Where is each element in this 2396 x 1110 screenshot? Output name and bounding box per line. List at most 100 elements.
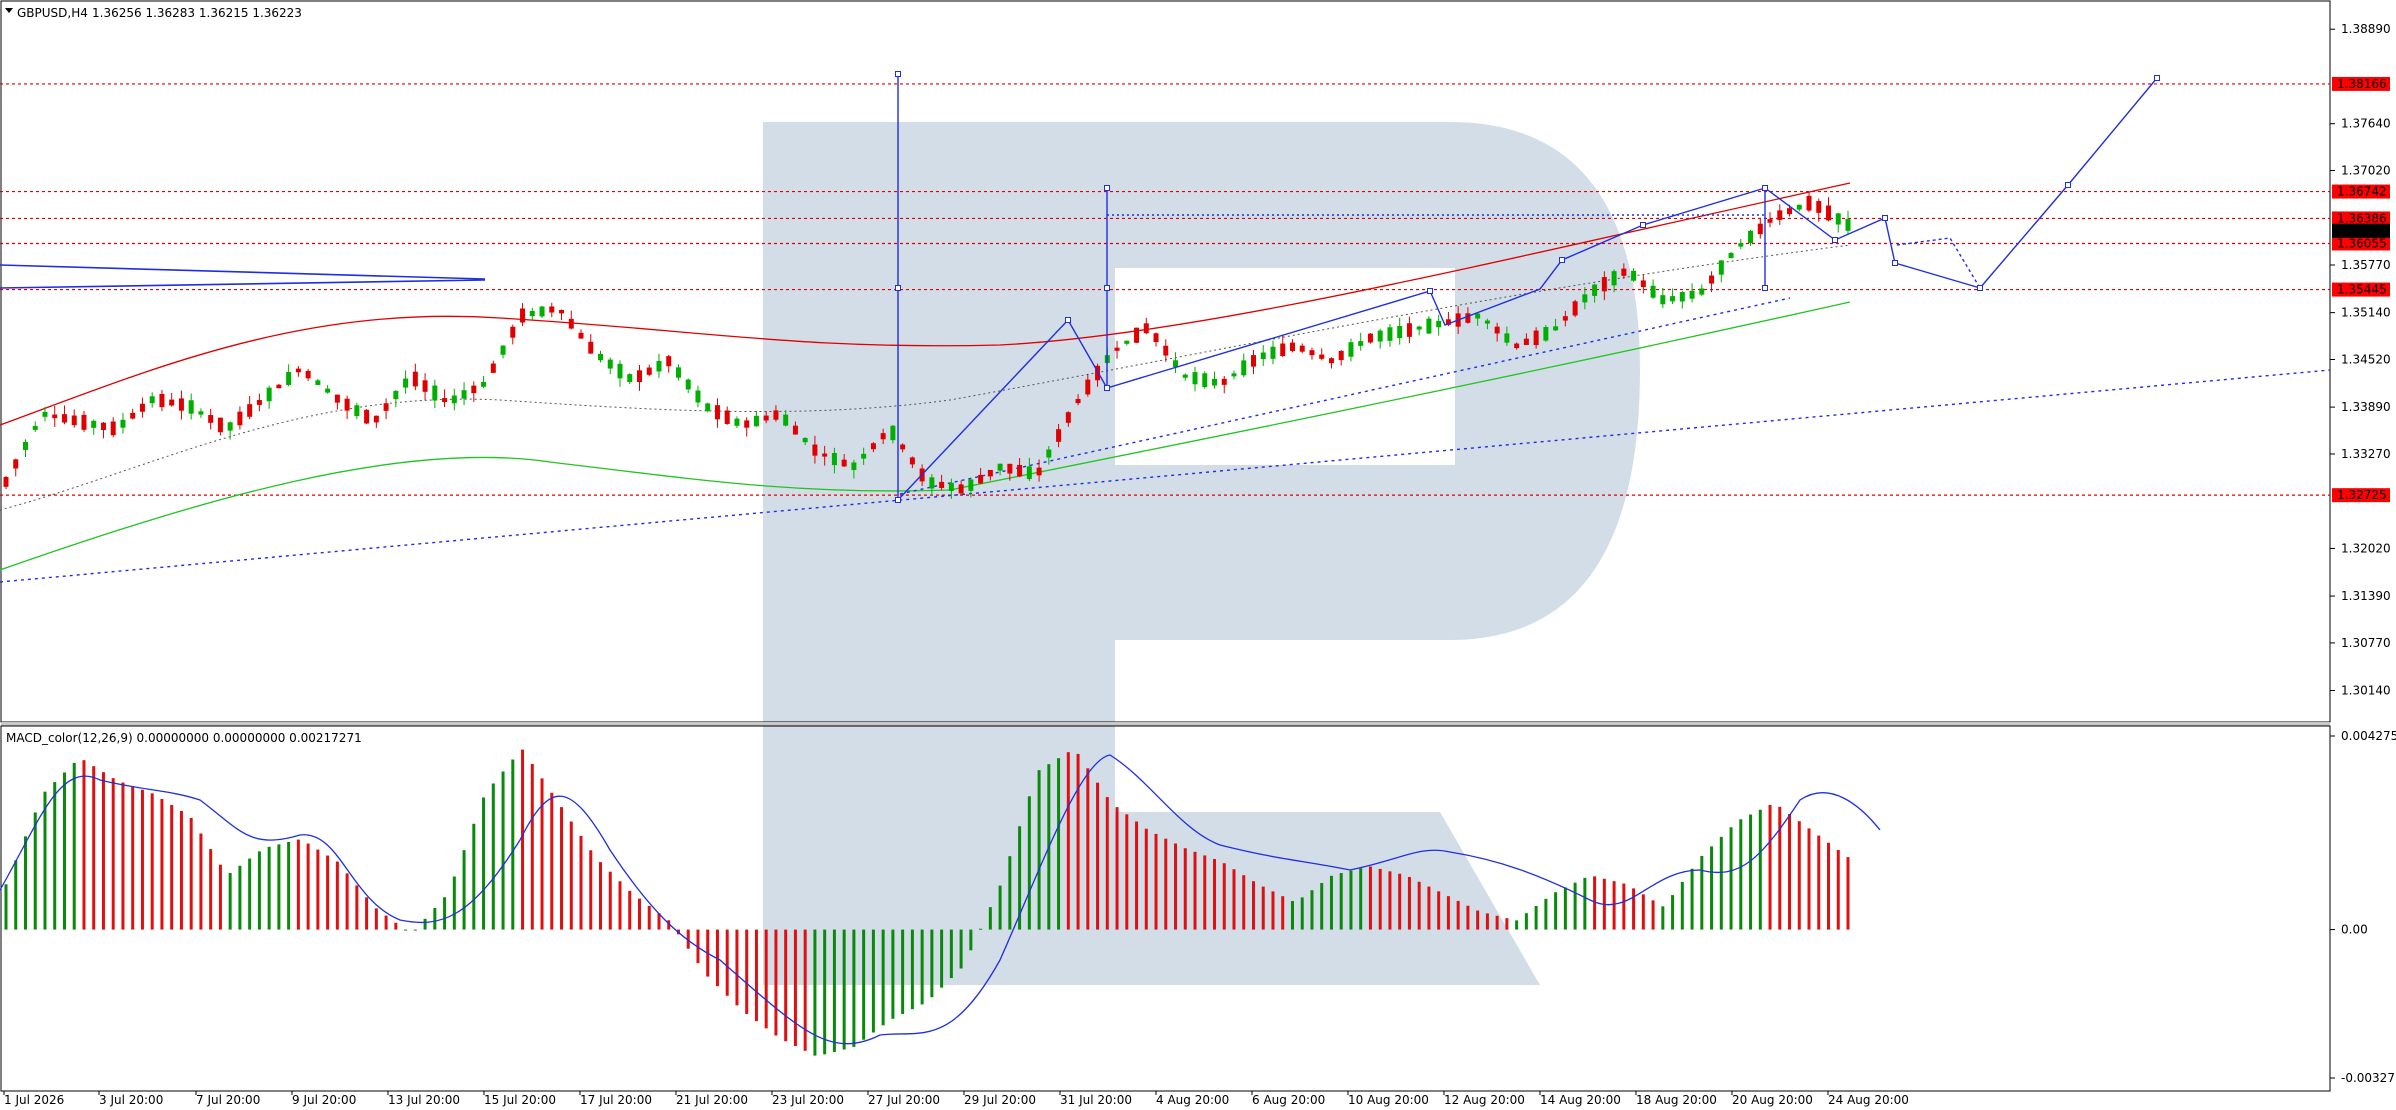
- macd-bar: [1554, 892, 1558, 930]
- macd-bar: [257, 851, 261, 930]
- candle-body: [110, 421, 116, 436]
- price-levels: [0, 83, 2330, 496]
- macd-bar: [618, 881, 622, 930]
- macd-bar: [998, 885, 1002, 930]
- candle-body: [802, 437, 808, 443]
- wave-node: [1104, 385, 1110, 391]
- candle-body: [71, 415, 77, 426]
- x-tick-label: 1 Jul 2026: [4, 1093, 64, 1107]
- macd-axis[interactable]: 0.0042756 0.00 -0.0032779: [2330, 729, 2396, 1085]
- panel-separator[interactable]: [1, 722, 2330, 726]
- candle-body: [1036, 467, 1042, 476]
- macd-bar: [267, 846, 271, 930]
- candle-body: [1134, 327, 1140, 343]
- candle-body: [198, 411, 204, 415]
- macd-bar: [1066, 752, 1070, 930]
- macd-bar: [891, 929, 895, 1019]
- macd-bar: [1398, 873, 1402, 930]
- macd-bar: [1115, 807, 1119, 930]
- macd-bar: [1183, 848, 1187, 930]
- x-tick-label: 21 Jul 20:00: [676, 1093, 748, 1107]
- candle-body: [52, 414, 58, 419]
- macd-bar: [150, 793, 154, 930]
- macd-bar: [920, 929, 924, 1005]
- candle-body: [607, 359, 613, 369]
- macd-bar: [1310, 890, 1314, 930]
- candle-body: [1406, 323, 1412, 337]
- candle-body: [870, 443, 876, 450]
- macd-bar: [940, 929, 944, 988]
- x-tick-label: 27 Jul 20:00: [868, 1093, 940, 1107]
- candle-body: [568, 318, 574, 329]
- candle-body: [1689, 290, 1695, 299]
- candle-body: [276, 384, 282, 389]
- macd-signal-line: [0, 754, 1881, 1045]
- macd-bar: [881, 929, 885, 1026]
- macd-bar: [1251, 881, 1255, 930]
- macd-bar: [823, 929, 827, 1055]
- candle-body: [3, 477, 9, 487]
- wave-node: [1640, 222, 1646, 228]
- macd-bar: [287, 842, 291, 930]
- macd-bar: [871, 929, 875, 1033]
- macd-bar: [1671, 895, 1675, 930]
- candle-body: [929, 477, 935, 489]
- y-tick-label: 1.34520: [2341, 352, 2391, 366]
- macd-bar: [511, 759, 515, 930]
- macd-bar: [745, 929, 749, 1014]
- macd-bar: [1388, 871, 1392, 930]
- macd-bar: [579, 835, 583, 930]
- candle-body: [1046, 449, 1052, 458]
- price-tag: [2332, 488, 2390, 503]
- macd-bar: [784, 929, 788, 1042]
- macd-bar: [316, 849, 320, 930]
- wave-node: [1427, 288, 1433, 294]
- candle-body: [227, 422, 233, 431]
- candle-body: [1835, 213, 1841, 225]
- price-tag: [2332, 282, 2390, 297]
- macd-bar: [1144, 828, 1148, 930]
- macd-bar: [1349, 870, 1353, 930]
- macd-bar: [131, 786, 135, 930]
- price-tag-label: 1.35445: [2337, 283, 2387, 297]
- wave-node: [1065, 317, 1071, 323]
- macd-bar: [1329, 875, 1333, 930]
- candle-body: [510, 326, 516, 338]
- y-tick-label: 1.37020: [2341, 164, 2391, 178]
- ma-red-line: [0, 182, 1851, 426]
- macd-bar: [764, 929, 768, 1029]
- macd-bar: [374, 908, 378, 930]
- macd-bar: [238, 865, 242, 930]
- candle-body: [1582, 294, 1588, 303]
- price-axis[interactable]: 1.38890 1.37640 1.37020 1.35770 1.35140 1.345…: [2330, 22, 2391, 698]
- candle-body: [471, 385, 477, 394]
- indicator-overlays: [0, 182, 2331, 583]
- macd-bar: [628, 890, 632, 930]
- time-axis[interactable]: 1 Jul 2026 3 Jul 20:00 7 Jul 20:00 9 Jul 20…: [3, 1091, 1909, 1107]
- macd-histogram: [4, 749, 1850, 1056]
- macd-bar: [1008, 856, 1012, 930]
- candle-body: [383, 403, 389, 411]
- candle-body: [646, 367, 652, 375]
- candle-body: [1348, 342, 1354, 357]
- macd-bar: [667, 920, 671, 930]
- candle-body: [1212, 378, 1218, 386]
- candle-body: [344, 398, 350, 411]
- candle-body: [1640, 280, 1646, 288]
- candle-body: [627, 374, 633, 383]
- candle-body: [841, 459, 847, 467]
- candle-body: [1601, 277, 1607, 292]
- candle-body: [617, 363, 623, 379]
- price-tag: [2332, 184, 2390, 199]
- macd-bar: [1271, 891, 1275, 930]
- macd-bar: [862, 929, 866, 1040]
- candle-body: [1523, 338, 1529, 345]
- macd-bar: [1057, 758, 1061, 930]
- x-tick-label: 31 Jul 20:00: [1060, 1093, 1132, 1107]
- macd-bar: [1378, 868, 1382, 930]
- dropdown-arrow-icon[interactable]: [5, 8, 13, 13]
- x-tick-label: 15 Jul 20:00: [484, 1093, 556, 1107]
- candle-body: [266, 387, 272, 402]
- candle-body: [286, 371, 292, 386]
